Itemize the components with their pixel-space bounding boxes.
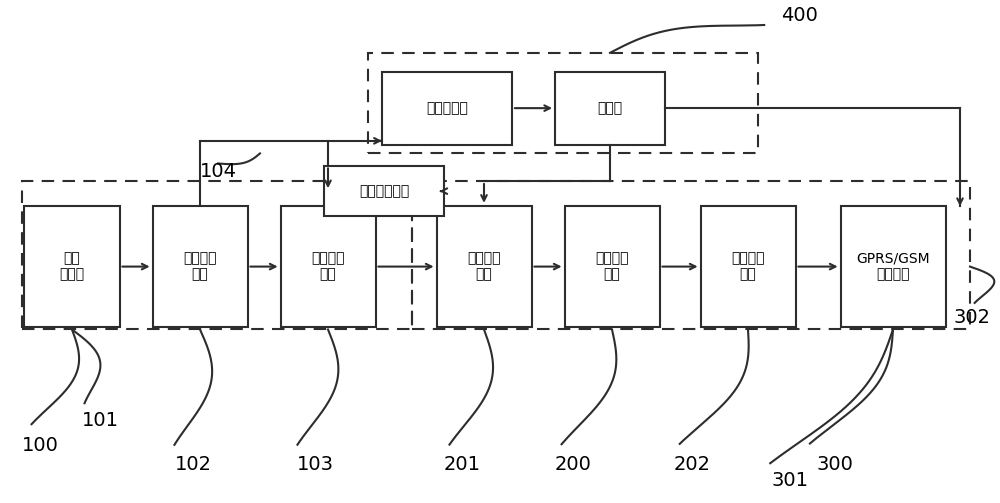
Text: 201: 201 — [444, 455, 480, 474]
Bar — [382, 72, 512, 145]
Text: 数据存储
单元: 数据存储 单元 — [731, 252, 765, 282]
Bar — [840, 206, 946, 327]
Text: 103: 103 — [296, 455, 334, 474]
Bar — [700, 206, 796, 327]
Text: 故障判断
电路: 故障判断 电路 — [595, 252, 629, 282]
Bar — [368, 53, 758, 153]
Bar — [153, 206, 248, 327]
Text: 200: 200 — [555, 455, 591, 474]
Text: 104: 104 — [200, 161, 237, 181]
Text: 101: 101 — [82, 410, 119, 430]
Text: 102: 102 — [175, 455, 212, 474]
Text: 400: 400 — [782, 6, 818, 25]
Text: 301: 301 — [772, 471, 808, 490]
Text: GPRS/GSM
发射单元: GPRS/GSM 发射单元 — [856, 252, 930, 282]
Bar — [324, 166, 444, 216]
Text: 压力
传感器: 压力 传感器 — [59, 252, 85, 282]
Bar — [564, 206, 660, 327]
Text: 100: 100 — [22, 436, 58, 455]
Bar — [555, 72, 665, 145]
Text: 202: 202 — [674, 455, 710, 474]
Text: 拉力计算
电路: 拉力计算 电路 — [311, 252, 345, 282]
Text: 信号处理
电路: 信号处理 电路 — [183, 252, 217, 282]
Text: 太阳能电板: 太阳能电板 — [426, 101, 468, 115]
Text: 302: 302 — [954, 308, 990, 327]
Bar — [412, 181, 970, 329]
Bar — [436, 206, 532, 327]
Text: 300: 300 — [817, 455, 853, 474]
Text: 蓄电池: 蓄电池 — [597, 101, 623, 115]
Bar — [22, 181, 412, 329]
Text: 信号转换
电路: 信号转换 电路 — [467, 252, 501, 282]
Text: 基准设置电路: 基准设置电路 — [359, 184, 409, 198]
Bar — [280, 206, 376, 327]
Bar — [24, 206, 120, 327]
